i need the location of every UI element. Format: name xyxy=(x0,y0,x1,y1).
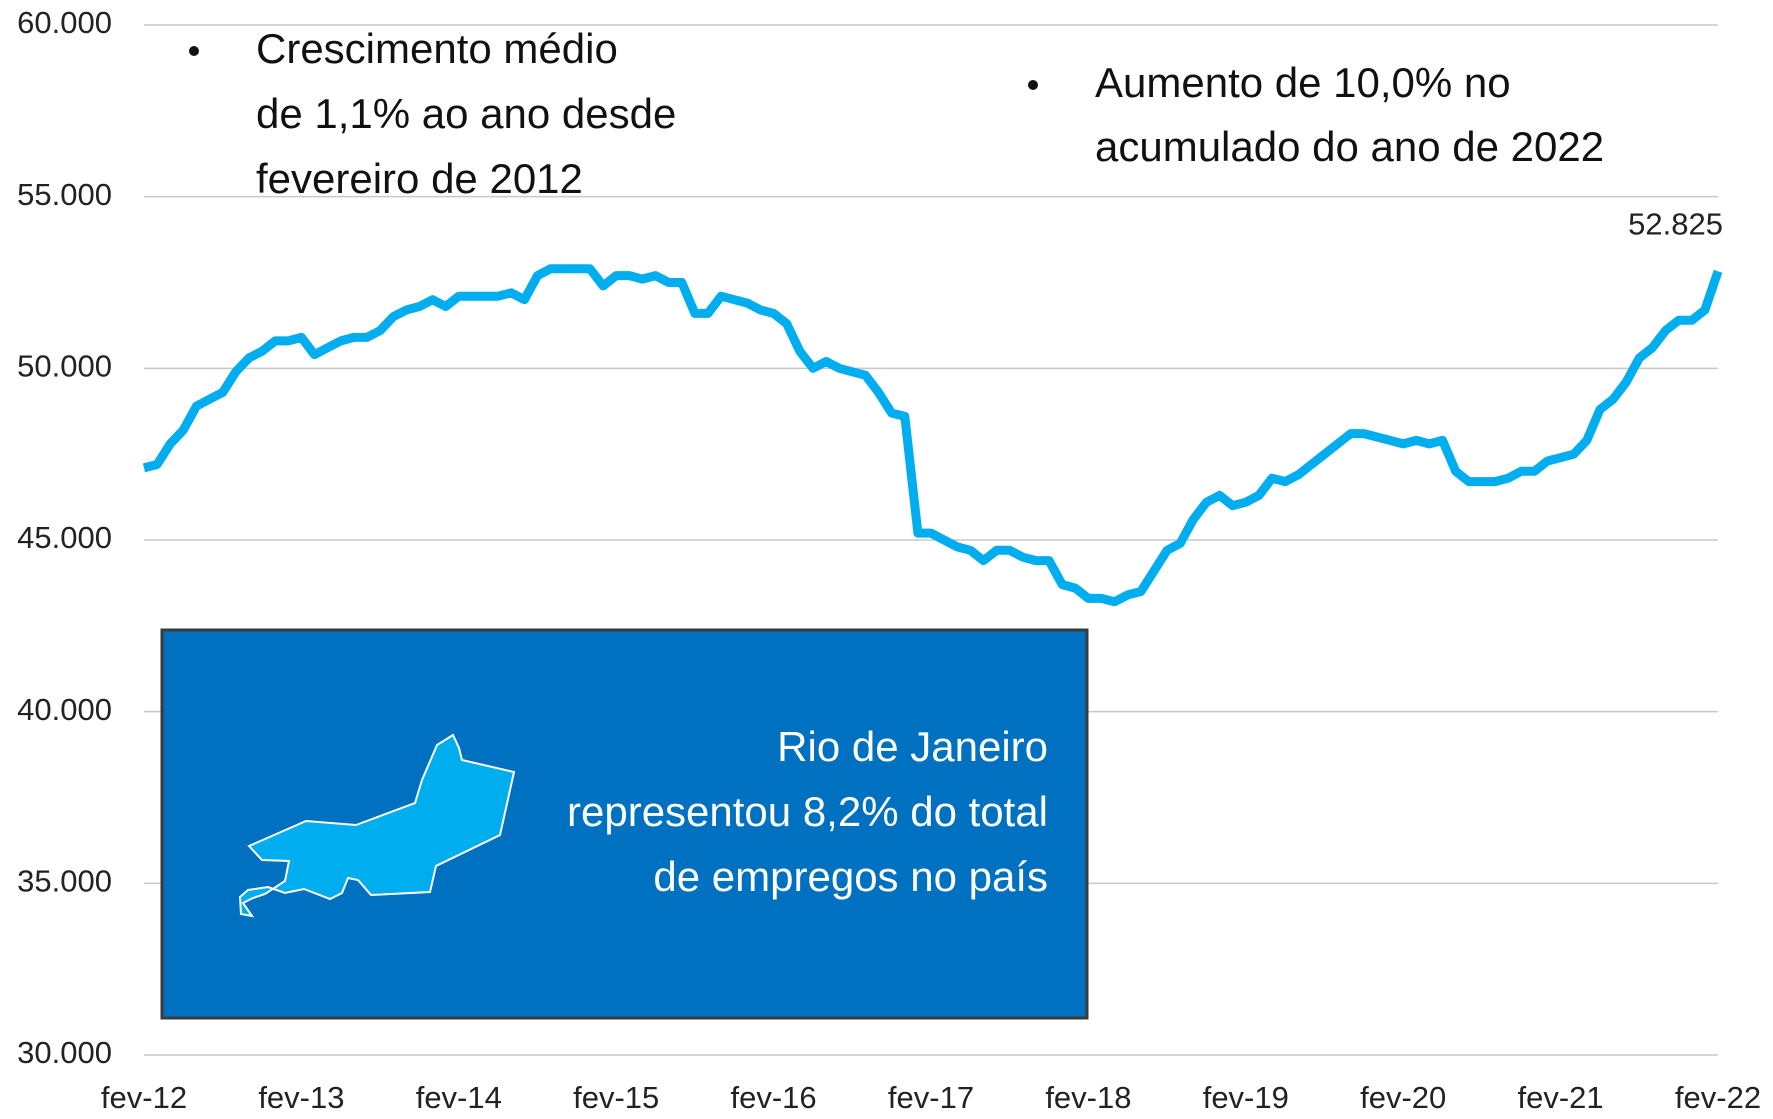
y-tick-label: 45.000 xyxy=(17,520,112,555)
y-tick-label: 35.000 xyxy=(17,864,112,899)
annotation: de empregos no país xyxy=(653,853,1048,900)
annotation: representou 8,2% do total xyxy=(567,788,1048,835)
annotation: fevereiro de 2012 xyxy=(256,155,583,202)
annotation: de 1,1% ao ano desde xyxy=(256,90,676,137)
y-tick-label: 40.000 xyxy=(17,692,112,727)
annotation: acumulado do ano de 2022 xyxy=(1095,123,1604,170)
annotation: Rio de Janeiro xyxy=(777,723,1048,770)
lines: 52.825 xyxy=(142,207,1723,607)
x-tick-label: fev-13 xyxy=(258,1080,344,1115)
x-tick-label: fev-16 xyxy=(731,1080,817,1115)
x-tick-label: fev-17 xyxy=(888,1080,974,1115)
y-tick-label: 60.000 xyxy=(17,5,112,40)
data-label: 52.825 xyxy=(1628,207,1723,242)
annotation: Aumento de 10,0% no xyxy=(1095,59,1511,106)
x-tick-label: fev-14 xyxy=(416,1080,502,1115)
y-tick-label: 30.000 xyxy=(17,1035,112,1070)
annotations: Crescimento médio de 1,1% ao ano desde fev… xyxy=(256,25,1604,900)
y-tick-label: 50.000 xyxy=(17,349,112,384)
annotation: Crescimento médio xyxy=(256,25,618,72)
x-tick-label: fev-21 xyxy=(1518,1080,1604,1115)
line-series xyxy=(142,264,1723,607)
x-tick-label: fev-12 xyxy=(101,1080,187,1115)
map-icon xyxy=(238,733,516,918)
x-tick-label: fev-20 xyxy=(1360,1080,1446,1115)
bullet xyxy=(189,46,199,56)
ticks: 30.000 35.000 40.000 45.000 50.000 55.000 60.0… xyxy=(17,5,1761,1115)
bullet xyxy=(1028,80,1038,90)
x-tick-label: fev-15 xyxy=(573,1080,659,1115)
y-tick-label: 55.000 xyxy=(17,177,112,212)
x-tick-label: fev-18 xyxy=(1045,1080,1131,1115)
x-tick-label: fev-19 xyxy=(1203,1080,1289,1115)
x-tick-label: fev-22 xyxy=(1675,1080,1761,1115)
